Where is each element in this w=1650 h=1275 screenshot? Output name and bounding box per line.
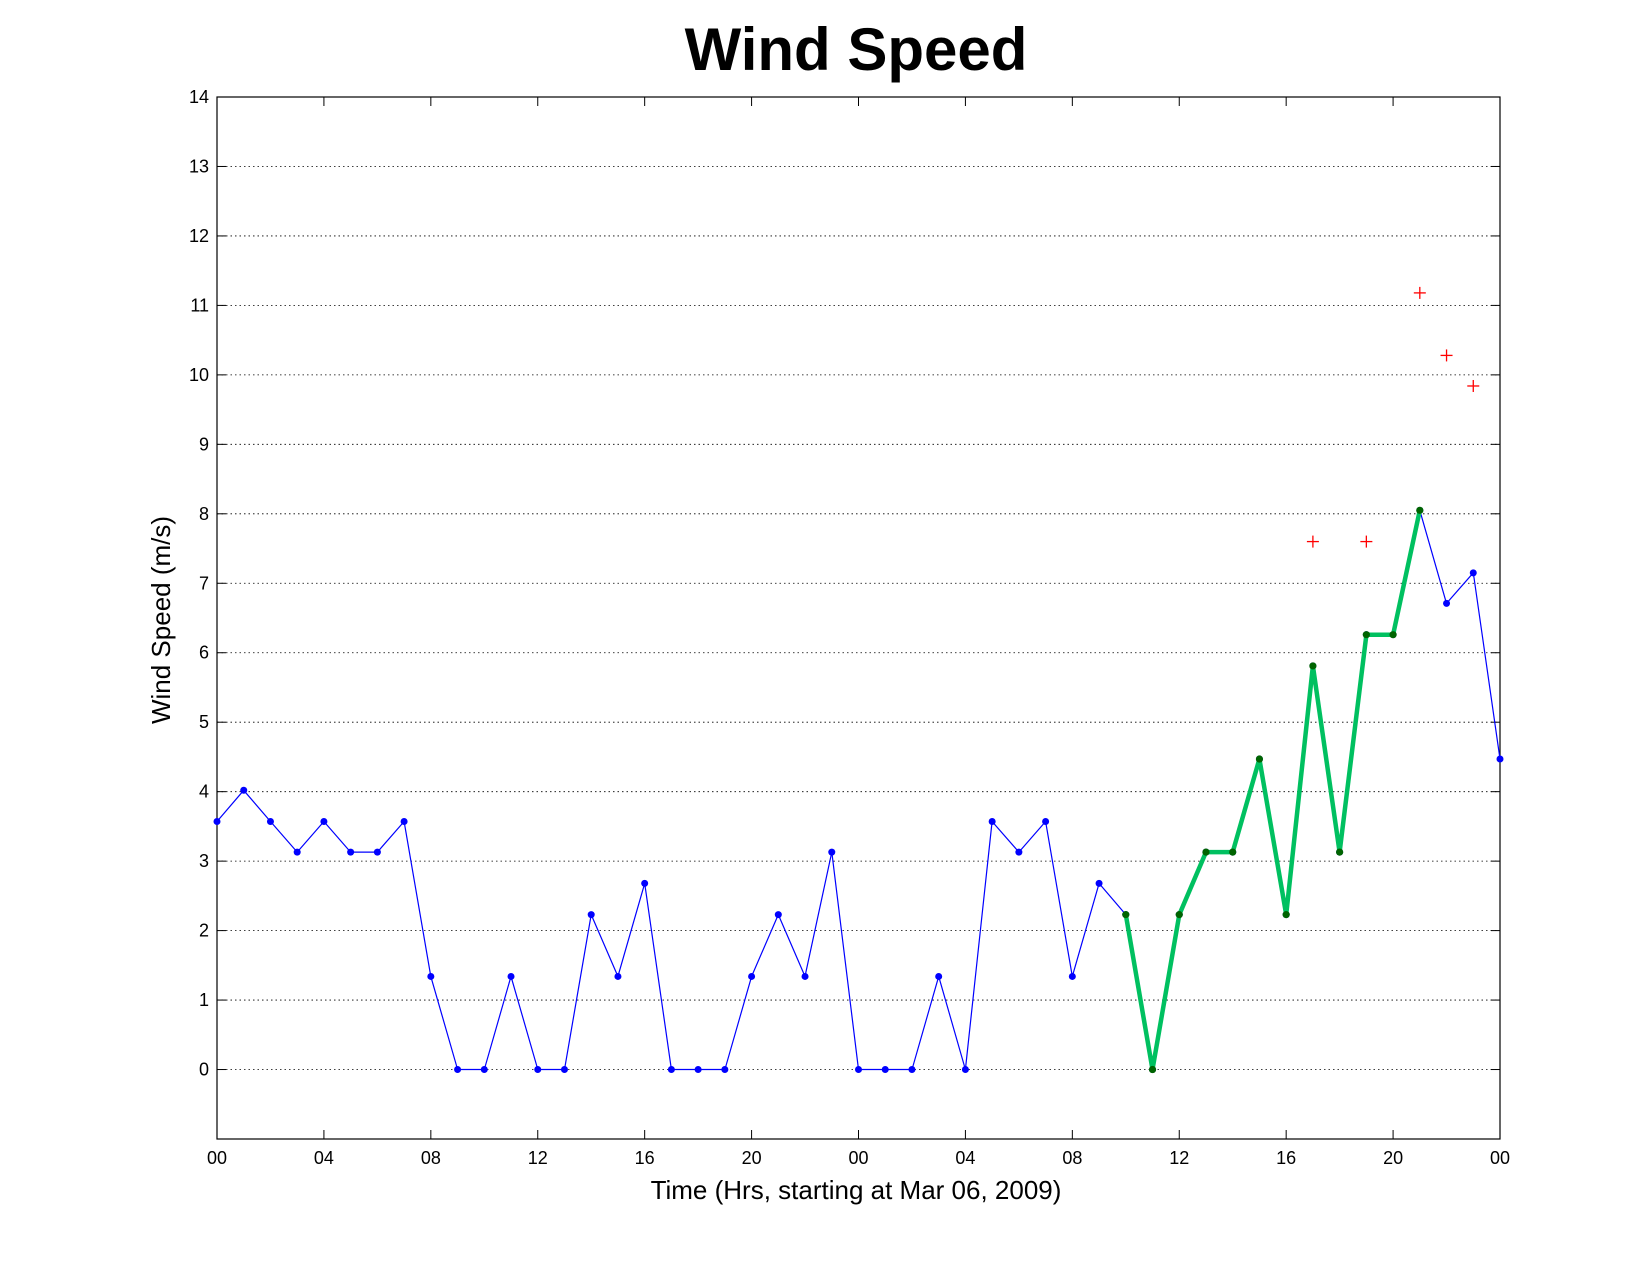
y-tick-label: 11 <box>190 295 209 315</box>
x-tick-label: 16 <box>635 1148 655 1168</box>
data-point <box>614 972 622 980</box>
data-point <box>1015 848 1023 856</box>
x-tick-label: 04 <box>955 1148 975 1168</box>
x-tick-label: 08 <box>1062 1148 1082 1168</box>
y-tick-label: 5 <box>199 712 209 732</box>
data-point <box>828 848 836 856</box>
data-point <box>801 972 809 980</box>
grid-lines <box>217 166 1500 1070</box>
data-point <box>1255 755 1264 763</box>
data-point <box>320 818 328 826</box>
series-line <box>216 509 1501 1071</box>
x-tick-label: 08 <box>421 1148 441 1168</box>
y-axis-label: Wind Speed (m/s) <box>146 516 176 724</box>
data-point <box>667 1066 675 1074</box>
data-point <box>748 972 756 980</box>
y-tick-label: 7 <box>199 573 209 593</box>
data-point <box>855 1066 862 1074</box>
data-point <box>1416 506 1424 514</box>
plus-marker <box>1306 535 1319 548</box>
data-point <box>454 1066 462 1074</box>
data-point <box>694 1066 702 1074</box>
data-point <box>908 1066 916 1074</box>
plus-marker <box>1413 286 1426 299</box>
chart-title: Wind Speed <box>685 16 1028 83</box>
data-point <box>774 911 782 919</box>
y-tick-label: 6 <box>199 643 209 663</box>
data-point <box>480 1066 488 1074</box>
plus-marker <box>1440 349 1453 362</box>
data-point <box>347 848 355 856</box>
series-line <box>1123 509 1422 1072</box>
y-tick-label: 12 <box>189 226 209 246</box>
series-2 <box>1306 286 1480 548</box>
series-0 <box>213 506 1504 1074</box>
x-tick-label: 12 <box>528 1148 548 1168</box>
data-point <box>1202 848 1210 856</box>
data-point <box>266 818 274 826</box>
y-tick-label: 3 <box>199 851 209 871</box>
data-point <box>427 972 435 980</box>
data-point <box>293 848 301 856</box>
data-point <box>534 1066 542 1074</box>
data-point <box>213 818 221 826</box>
data-point <box>400 818 408 826</box>
y-tick-label: 14 <box>189 87 209 107</box>
x-tick-label: 16 <box>1276 1148 1296 1168</box>
y-tick-label: 10 <box>189 365 209 385</box>
plus-marker <box>1467 379 1480 392</box>
x-tick-label: 20 <box>742 1148 762 1168</box>
plus-marker <box>1360 535 1373 548</box>
y-tick-label: 13 <box>189 156 209 176</box>
y-tick-label: 2 <box>199 921 209 941</box>
x-tick-label: 20 <box>1383 1148 1403 1168</box>
data-point <box>1362 631 1370 639</box>
data-point <box>1148 1065 1157 1074</box>
y-tick-label: 4 <box>199 782 209 802</box>
plot-area <box>216 96 1501 1140</box>
data-point <box>881 1066 889 1074</box>
data-point <box>1068 972 1076 980</box>
data-point <box>1042 818 1050 826</box>
data-point <box>1389 631 1397 639</box>
x-tick-label: 04 <box>314 1148 334 1168</box>
data-point <box>1336 848 1344 856</box>
data-point <box>1282 911 1290 919</box>
data-point <box>988 818 996 826</box>
data-point <box>721 1066 729 1074</box>
data-point <box>1229 848 1237 856</box>
x-axis-label: Time (Hrs, starting at Mar 06, 2009) <box>651 1175 1062 1205</box>
data-point <box>587 911 595 919</box>
data-point <box>560 1066 568 1074</box>
data-point <box>1175 911 1183 919</box>
series-layer <box>213 286 1504 1074</box>
series-1 <box>1122 506 1424 1074</box>
data-point <box>373 848 381 856</box>
y-tick-label: 0 <box>199 1060 209 1080</box>
data-point <box>1443 599 1451 607</box>
data-point <box>935 972 943 980</box>
x-tick-label: 00 <box>848 1148 868 1168</box>
data-point <box>961 1066 969 1074</box>
data-point <box>1496 755 1504 763</box>
data-point <box>1309 662 1317 670</box>
x-tick-label: 12 <box>1169 1148 1189 1168</box>
x-tick-label: 00 <box>1490 1148 1510 1168</box>
data-point <box>641 879 649 887</box>
y-tick-label: 9 <box>199 434 209 454</box>
y-tick-label: 1 <box>199 990 209 1010</box>
data-point <box>1122 911 1130 919</box>
data-point <box>1469 569 1477 577</box>
data-point <box>507 972 515 980</box>
x-tick-label: 00 <box>207 1148 227 1168</box>
data-point <box>1095 879 1103 887</box>
data-point <box>240 786 248 794</box>
y-tick-label: 8 <box>199 504 209 524</box>
